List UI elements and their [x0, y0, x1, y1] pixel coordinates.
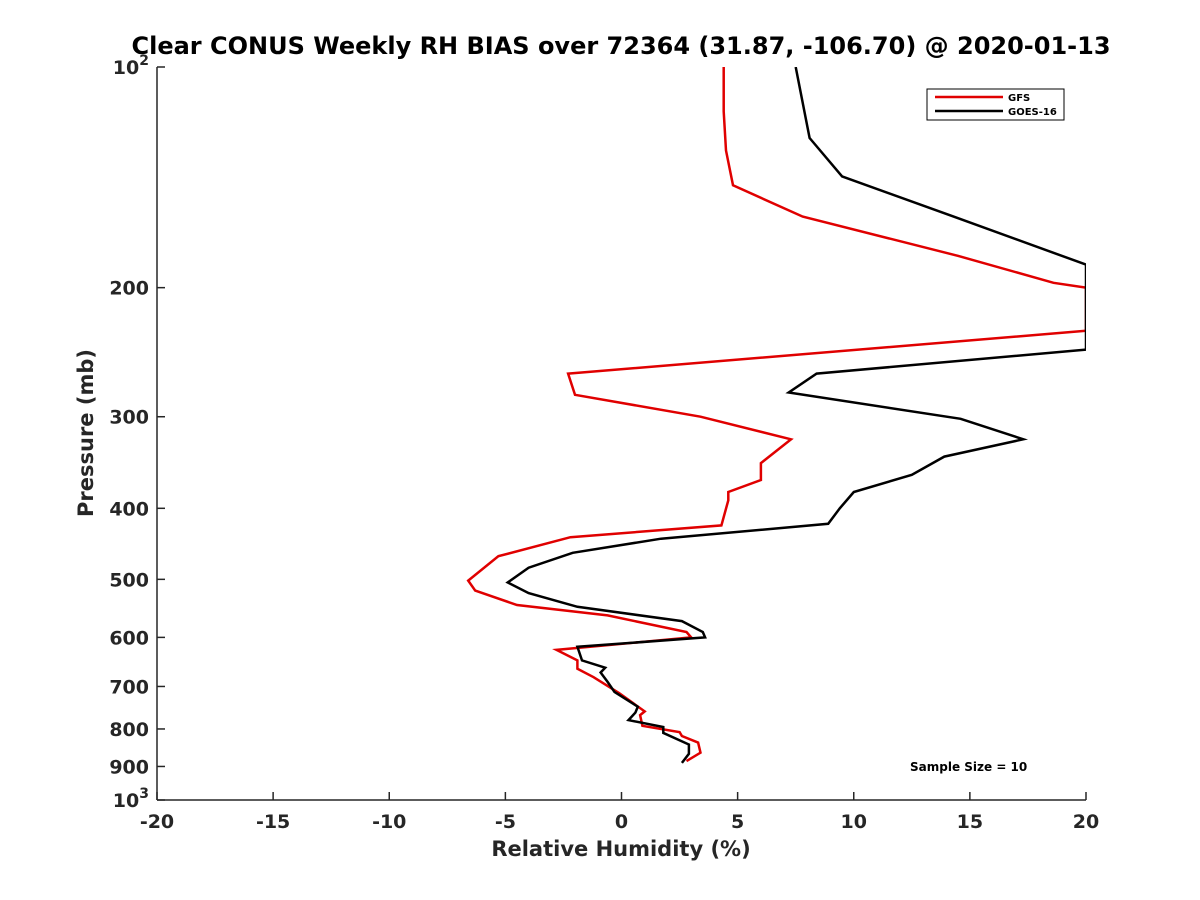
y-tick-label: 900: [109, 756, 149, 778]
y-tick-label: 700: [109, 676, 149, 698]
x-axis-label: Relative Humidity (%): [491, 837, 750, 861]
y-tick-label: 103: [113, 786, 149, 812]
x-tick-label: 15: [957, 811, 983, 833]
legend-box: [926, 88, 1065, 121]
y-tick-label-exponent: 3: [139, 786, 149, 802]
sample-size-annotation: Sample Size = 10: [910, 760, 1027, 774]
y-tick-label: 300: [109, 407, 149, 429]
x-tick-label: 20: [1073, 811, 1099, 833]
legend: GFS GOES-16: [926, 88, 1065, 121]
x-tick-label: 10: [841, 811, 867, 833]
x-ticks: -20 -15 -10 -5 0 5 10 15 20: [140, 792, 1099, 833]
y-tick-label: 400: [109, 498, 149, 520]
y-axis-label: Pressure (mb): [74, 349, 98, 517]
x-tick-label: -20: [140, 811, 174, 833]
y-tick-label: 200: [109, 278, 149, 300]
x-tick-label: -15: [256, 811, 290, 833]
chart-title: Clear CONUS Weekly RH BIAS over 72364 (3…: [131, 32, 1110, 60]
x-tick-label: -5: [495, 811, 516, 833]
x-tick-label: 0: [615, 811, 628, 833]
y-tick-label: 600: [109, 627, 149, 649]
series-line-gfs: [466, 67, 1086, 763]
series-line-goes16: [505, 67, 1086, 764]
plot-area: [157, 67, 1086, 800]
legend-label-gfs: GFS: [1008, 93, 1030, 104]
y-tick-label: 102: [113, 53, 149, 79]
y-tick-label: 500: [109, 569, 149, 591]
y-tick-label-base: 10: [113, 57, 139, 79]
y-tick-label-base: 10: [113, 790, 139, 812]
y-tick-label: 800: [109, 719, 149, 741]
y-tick-label-exponent: 2: [139, 53, 149, 69]
series-layer: [466, 67, 1086, 764]
x-tick-label: 5: [731, 811, 744, 833]
legend-label-goes16: GOES-16: [1008, 107, 1057, 118]
x-tick-label: -10: [372, 811, 406, 833]
